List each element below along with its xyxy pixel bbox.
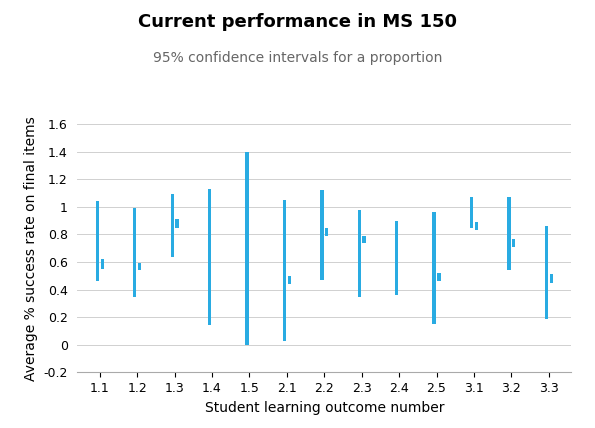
X-axis label: Student learning outcome number: Student learning outcome number (205, 401, 444, 415)
Bar (325, 228, 328, 236)
Bar (283, 200, 286, 341)
Bar (176, 219, 178, 228)
Bar (544, 226, 548, 318)
Bar (507, 197, 511, 270)
Bar (171, 194, 174, 256)
Bar (433, 212, 436, 324)
Text: 95% confidence intervals for a proportion: 95% confidence intervals for a proportio… (153, 51, 442, 65)
Bar (512, 238, 515, 247)
Bar (437, 273, 441, 281)
Bar (133, 208, 136, 297)
Bar (287, 276, 291, 284)
Bar (245, 152, 249, 345)
Bar (362, 236, 366, 243)
Bar (96, 201, 99, 281)
Bar (101, 259, 104, 269)
Text: Current performance in MS 150: Current performance in MS 150 (138, 13, 457, 31)
Bar (358, 210, 361, 297)
Bar (475, 222, 478, 230)
Bar (470, 197, 473, 228)
Bar (138, 263, 142, 270)
Bar (208, 189, 211, 325)
Bar (320, 190, 324, 280)
Bar (550, 274, 553, 283)
Y-axis label: Average % success rate on final items: Average % success rate on final items (24, 116, 37, 380)
Bar (395, 221, 399, 295)
